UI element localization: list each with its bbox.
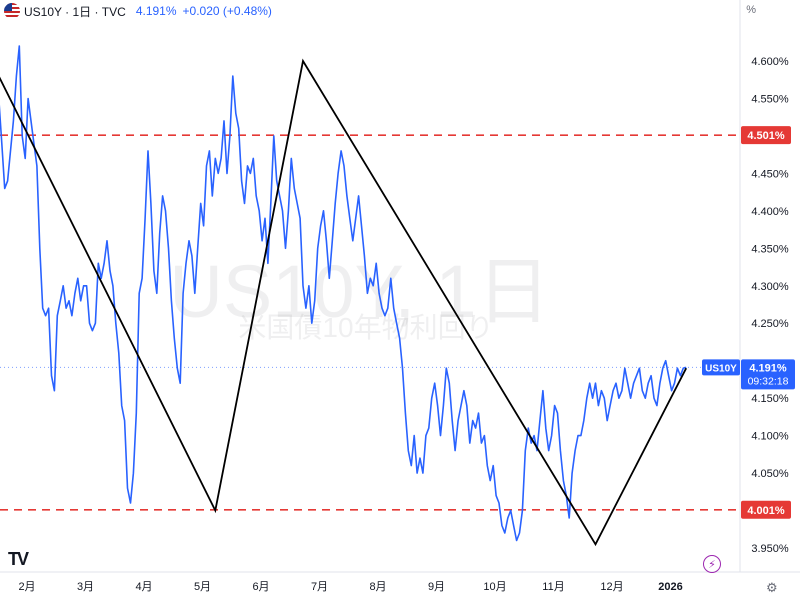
gear-icon[interactable]: ⚙ <box>766 580 778 595</box>
level-label-box <box>741 500 791 519</box>
level-label-text: 4.501% <box>747 130 785 142</box>
y-tick-label: 4.450% <box>751 168 789 180</box>
y-tick-label: 4.250% <box>751 318 789 330</box>
price-series-line <box>0 45 687 542</box>
us-flag-icon <box>4 3 20 19</box>
symbol-tag-box <box>702 359 740 376</box>
level-label-box <box>741 126 791 145</box>
x-tick-label: 8月 <box>369 581 386 593</box>
percent-toggle-button[interactable]: % <box>746 4 756 16</box>
x-tick-label: 4月 <box>135 581 152 593</box>
y-tick-label: 4.100% <box>751 431 789 443</box>
symbol-label[interactable]: US10Y · 1日 · TVC <box>24 4 126 19</box>
y-tick-label: 4.350% <box>751 243 789 255</box>
trendline-drawing <box>0 58 688 547</box>
y-tick-label: 4.300% <box>751 281 789 293</box>
x-tick-label: 3月 <box>77 581 94 593</box>
x-tick-label: 2月 <box>18 581 35 593</box>
x-tick-label: 12月 <box>600 581 623 593</box>
level-label-text: 4.001% <box>747 505 785 517</box>
chart-header: US10Y · 1日 · TVC 4.191% +0.020 (+0.48%) <box>0 0 740 22</box>
y-tick-label: 3.950% <box>751 543 789 555</box>
y-tick-label: 4.550% <box>751 93 789 105</box>
y-tick-label: 4.050% <box>751 468 789 480</box>
last-price-label-box <box>741 359 795 390</box>
symbol-tag-text: US10Y <box>705 363 737 374</box>
x-tick-label: 10月 <box>483 581 506 593</box>
last-price-label-time: 09:32:18 <box>748 375 789 387</box>
price-change: +0.020 (+0.48%) <box>182 4 272 18</box>
x-tick-label: 6月 <box>252 581 269 593</box>
lightning-icon[interactable]: ⚡ <box>703 555 721 573</box>
x-tick-label: 7月 <box>311 581 328 593</box>
y-tick-label: 4.150% <box>751 393 789 405</box>
tradingview-logo-icon[interactable]: TV <box>8 549 29 569</box>
last-price: 4.191% <box>135 4 177 18</box>
x-tick-label: 11月 <box>542 581 564 593</box>
y-tick-label: 4.400% <box>751 206 789 218</box>
x-tick-label: 9月 <box>428 581 445 593</box>
last-price-label-value: 4.191% <box>749 362 787 374</box>
x-tick-label: 5月 <box>194 581 211 593</box>
x-tick-label: 2026 <box>658 581 682 593</box>
y-tick-label: 4.600% <box>751 56 789 68</box>
